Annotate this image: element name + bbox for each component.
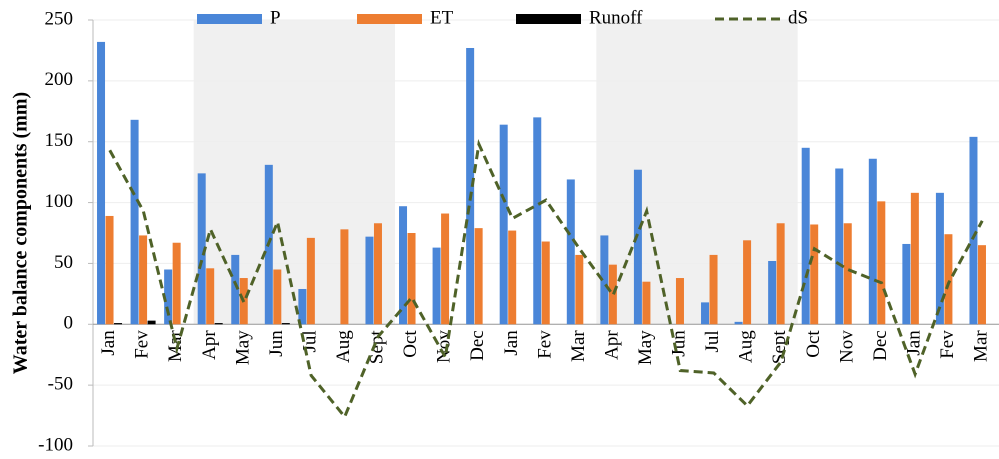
bar	[835, 168, 844, 325]
bar	[206, 268, 215, 325]
x-tick-label: Aug	[736, 330, 757, 363]
bar	[944, 234, 953, 325]
bar	[139, 235, 148, 325]
bar	[197, 173, 206, 325]
bar	[281, 323, 290, 325]
bar	[566, 179, 575, 325]
x-tick-label: Apr	[199, 330, 220, 360]
bar	[474, 228, 483, 325]
x-tick-label: Jan	[98, 330, 119, 356]
x-tick-label: May	[232, 330, 253, 365]
y-tick-label: -100	[38, 434, 73, 455]
bar	[365, 236, 374, 325]
bar	[977, 245, 986, 325]
x-tick-label: Mar	[165, 330, 186, 362]
bar	[642, 281, 651, 325]
legend-swatch	[357, 14, 422, 24]
bar	[441, 213, 450, 325]
bar	[776, 223, 785, 325]
y-axis-title: Water balance components (mm)	[10, 92, 32, 374]
bar	[575, 254, 584, 325]
bar	[969, 136, 978, 325]
legend-label: dS	[788, 7, 808, 28]
x-tick-label: Mar	[971, 330, 992, 362]
bar	[273, 269, 282, 325]
bar	[935, 192, 944, 325]
bar	[768, 260, 777, 325]
legend-label: P	[270, 7, 281, 28]
bar	[533, 117, 542, 325]
x-tick-label: Oct	[803, 330, 824, 358]
bar	[734, 321, 743, 325]
y-tick-label: 200	[45, 69, 74, 90]
bar	[164, 269, 173, 325]
x-tick-label: Fev	[534, 330, 555, 359]
y-tick-label: 250	[45, 8, 74, 29]
bar	[709, 254, 718, 325]
bar	[508, 230, 517, 325]
y-tick-label: 50	[54, 252, 73, 273]
x-tick-label: Aug	[333, 330, 354, 363]
bar	[407, 233, 416, 325]
y-tick-label: 100	[45, 191, 74, 212]
bar	[306, 237, 315, 325]
x-tick-label: Nov	[836, 330, 857, 363]
y-tick-label: 150	[45, 130, 74, 151]
bar	[147, 320, 156, 325]
bar	[910, 192, 919, 325]
bar	[810, 224, 819, 325]
x-tick-label: Jun	[266, 330, 287, 357]
bar	[499, 124, 508, 325]
bar	[600, 235, 609, 325]
legend-swatch	[197, 14, 262, 24]
bar	[877, 201, 886, 325]
x-tick-label: Sept	[367, 330, 388, 365]
y-tick-label: -50	[48, 374, 73, 395]
bar	[114, 323, 123, 325]
bar	[868, 158, 877, 325]
bar	[466, 47, 475, 325]
x-tick-label: Jul	[702, 330, 723, 352]
bar	[298, 288, 307, 325]
x-tick-label: Fev	[132, 330, 153, 359]
bar	[633, 169, 642, 325]
x-tick-label: Jan	[501, 330, 522, 356]
bar	[608, 264, 617, 325]
x-tick-label: May	[635, 330, 656, 365]
x-tick-label: Oct	[400, 330, 421, 358]
x-tick-label: Nov	[434, 330, 455, 363]
legend-label: ET	[430, 7, 454, 28]
legend-swatch	[516, 14, 581, 24]
bar	[172, 242, 181, 325]
x-tick-label: Apr	[601, 330, 622, 360]
line	[108, 138, 984, 420]
bar	[340, 229, 349, 325]
bar	[97, 41, 106, 325]
x-tick-label: Dec	[467, 330, 488, 361]
x-tick-label: Fev	[937, 330, 958, 359]
bar	[701, 302, 710, 325]
bar	[214, 323, 223, 325]
x-tick-label: Jan	[903, 330, 924, 356]
bar	[743, 240, 752, 325]
bar	[105, 215, 114, 325]
bar	[432, 247, 441, 325]
season-shade	[596, 20, 798, 325]
bar	[373, 223, 382, 325]
bar	[231, 254, 240, 325]
bar	[130, 119, 139, 325]
y-tick-label: 0	[64, 313, 74, 334]
legend-label: Runoff	[589, 7, 643, 28]
bar	[399, 206, 408, 325]
x-tick-label: Sept	[769, 330, 790, 365]
bar	[902, 243, 911, 325]
bar	[541, 241, 550, 325]
x-tick-label: Mar	[568, 330, 589, 362]
season-shade	[193, 20, 395, 325]
bar	[801, 147, 810, 325]
bar	[675, 278, 684, 325]
bar	[843, 223, 852, 325]
x-tick-label: Dec	[870, 330, 891, 361]
